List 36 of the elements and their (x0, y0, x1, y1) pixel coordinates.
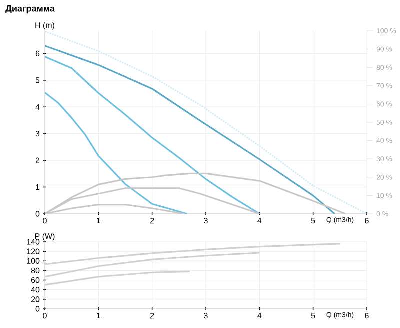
y-tick-label: 120 (27, 248, 40, 254)
line-series (45, 30, 367, 214)
x-tick-label: 3 (204, 313, 208, 319)
chart-title: Диаграмма (6, 6, 56, 14)
y-tick-label: 60 (31, 277, 40, 284)
y-tick-label: 0 (36, 211, 40, 217)
y-tick-label: 140 (27, 239, 40, 245)
y-tick-label: 80 (31, 268, 40, 274)
y-tick-label: 1 (36, 184, 40, 190)
x-tick-label: 1 (97, 218, 101, 224)
x-tick-label: 3 (204, 218, 208, 224)
y-tick-label: 6 (36, 50, 40, 57)
y-tick-label: 3 (36, 131, 40, 137)
y-tick-label: 2 (36, 158, 40, 164)
x-tick-label: 4 (258, 313, 262, 319)
x-tick-label: 6 (365, 313, 369, 319)
y-tick-label: 20 (31, 296, 40, 302)
line-series (45, 252, 260, 278)
x-tick-label: 2 (150, 218, 154, 224)
line-series (45, 243, 341, 266)
x-tick-label: 1 (97, 313, 101, 319)
y-axis-title: P (W) (35, 233, 55, 241)
y-tick-label: 0 (36, 306, 40, 312)
x-tick-label: 2 (150, 313, 154, 319)
x-tick-label: 5 (311, 218, 316, 224)
x-tick-label: 6 (365, 218, 369, 224)
y-axis-title: H (m) (36, 22, 54, 30)
x-tick-label: 4 (258, 218, 262, 224)
y-tick-label: 40 (31, 287, 40, 293)
x-tick-label: 0 (43, 218, 47, 224)
y-tick-label: 4 (36, 104, 40, 110)
y-tick-label: 5 (36, 78, 40, 84)
y-tick-label: 100 (27, 258, 40, 264)
x-tick-label: 0 (43, 313, 47, 319)
line-series (45, 270, 191, 286)
x-tick-label: 5 (311, 313, 316, 319)
